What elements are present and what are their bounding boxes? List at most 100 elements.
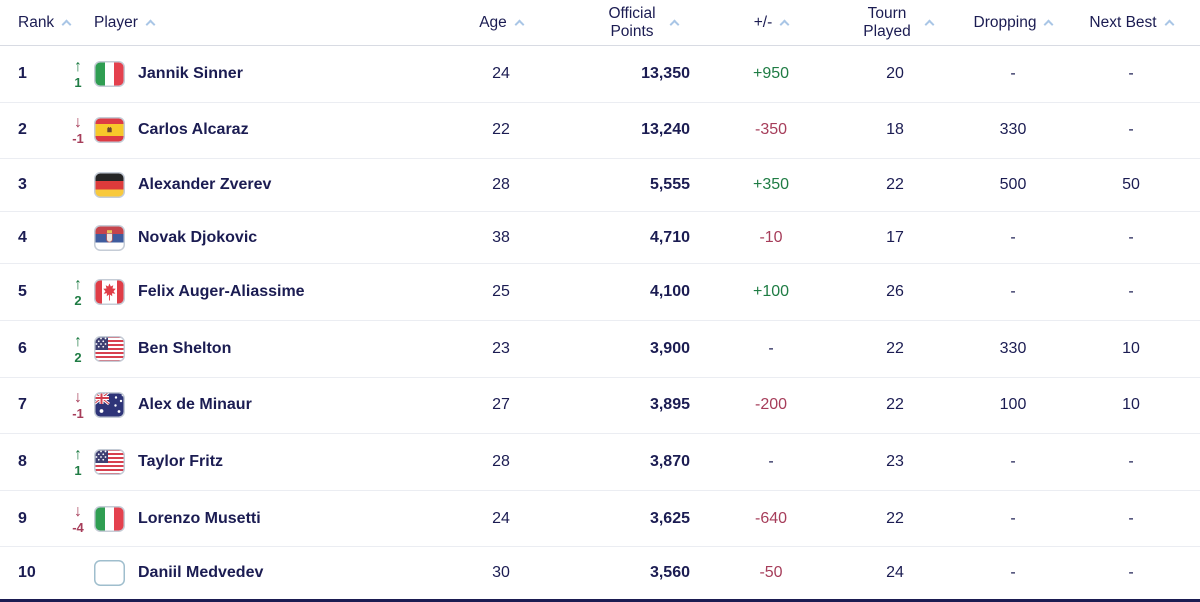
movement-value: -1	[72, 406, 84, 422]
player-name[interactable]: Ben Shelton	[138, 339, 232, 357]
movement-value: -4	[72, 519, 84, 535]
next-best-value: -	[1128, 283, 1134, 301]
table-row[interactable]: 6 ↑ 2 Ben Shelton 23 3,900 - 22 330 10	[0, 321, 1200, 378]
movement-value: 2	[74, 349, 82, 365]
column-header-label: Official Points	[608, 4, 656, 40]
tourn-played-value: 18	[886, 121, 904, 139]
sort-caret-icon	[145, 19, 156, 30]
flag-usa-icon	[94, 335, 138, 362]
plus-minus-value: +100	[752, 283, 790, 301]
player-name[interactable]: Novak Djokovic	[138, 228, 258, 246]
rank-value: 7	[18, 396, 27, 414]
movement-value: 1	[74, 74, 82, 90]
plus-minus-value: -50	[759, 564, 783, 582]
dropping-value: 330	[999, 339, 1027, 357]
age-value: 25	[492, 283, 510, 301]
column-header-label: Dropping	[973, 13, 1037, 31]
column-header-age[interactable]: Age	[462, 14, 540, 32]
points-value: 3,870	[649, 452, 690, 470]
column-header-tourn-played[interactable]: Tourn Played	[836, 5, 954, 41]
column-header-official-points[interactable]: Official Points	[540, 5, 706, 41]
next-best-value: -	[1128, 64, 1134, 82]
column-header-dropping[interactable]: Dropping	[954, 14, 1072, 32]
age-value: 23	[492, 339, 510, 357]
table-row[interactable]: 3 Alexander Zverev 28 5,555 +350 22 500 …	[0, 159, 1200, 212]
dropping-value: 330	[999, 121, 1027, 139]
plus-minus-value: -	[768, 339, 774, 357]
tourn-played-value: 26	[886, 283, 904, 301]
flag-can-icon	[94, 279, 138, 306]
flag-esp-icon	[94, 117, 138, 144]
player-name[interactable]: Felix Auger-Aliassime	[138, 283, 305, 301]
movement-up-arrow-icon: ↑	[74, 332, 82, 350]
column-header-label: Age	[479, 13, 507, 31]
tourn-played-value: 24	[886, 564, 904, 582]
player-name[interactable]: Jannik Sinner	[138, 64, 243, 82]
table-row[interactable]: 8 ↑ 1 Taylor Fritz 28 3,870 - 23 - -	[0, 434, 1200, 491]
column-header-label: +/-	[753, 13, 773, 31]
sort-caret-icon	[779, 19, 790, 30]
dropping-value: -	[1010, 228, 1016, 246]
dropping-value: 100	[999, 396, 1027, 414]
movement-value: 1	[74, 462, 82, 478]
movement-value: 2	[74, 293, 82, 309]
table-header-row: Rank Player Age Official Points +/- Tour…	[0, 0, 1200, 46]
player-name[interactable]: Lorenzo Musetti	[138, 509, 261, 527]
rank-value: 4	[18, 228, 27, 246]
movement-up-arrow-icon: ↑	[74, 445, 82, 463]
player-name[interactable]: Alexander Zverev	[138, 175, 272, 193]
next-best-value: 10	[1122, 396, 1140, 414]
flag-ita-icon	[94, 60, 138, 87]
table-row[interactable]: 1 ↑ 1 Jannik Sinner 24 13,350 +950 20 - -	[0, 46, 1200, 103]
age-value: 22	[492, 121, 510, 139]
table-row[interactable]: 7 ↓ -1 Alex de Minaur 27 3,895 -200 22 10…	[0, 378, 1200, 435]
column-header-player[interactable]: Player	[94, 14, 462, 32]
next-best-value: -	[1128, 509, 1134, 527]
rank-movement: ↑ 1	[62, 445, 94, 478]
column-header-label: Rank	[18, 13, 55, 31]
table-row[interactable]: 10 Daniil Medvedev 30 3,560 -50 24 - -	[0, 547, 1200, 599]
flag-srb-icon	[94, 224, 138, 251]
dropping-value: -	[1010, 509, 1016, 527]
age-value: 24	[492, 509, 510, 527]
table-row[interactable]: 5 ↑ 2 Felix Auger-Aliassime 25 4,100 +100…	[0, 264, 1200, 321]
age-value: 24	[492, 64, 510, 82]
player-name[interactable]: Taylor Fritz	[138, 452, 224, 470]
sort-caret-icon	[514, 19, 525, 30]
player-name[interactable]: Carlos Alcaraz	[138, 121, 249, 139]
column-header-rank[interactable]: Rank	[0, 14, 94, 32]
movement-down-arrow-icon: ↓	[74, 114, 82, 132]
flag-none-icon	[94, 560, 138, 587]
sort-caret-icon	[1044, 19, 1054, 30]
column-header-plus-minus[interactable]: +/-	[706, 14, 836, 32]
rank-value: 8	[18, 452, 27, 470]
player-name[interactable]: Daniil Medvedev	[138, 564, 264, 582]
dropping-value: -	[1010, 64, 1016, 82]
points-value: 3,900	[649, 339, 690, 357]
rank-value: 10	[18, 564, 36, 582]
age-value: 28	[492, 452, 510, 470]
column-header-next-best[interactable]: Next Best	[1072, 14, 1190, 32]
points-value: 3,625	[649, 509, 690, 527]
player-name[interactable]: Alex de Minaur	[138, 396, 252, 414]
rank-movement: ↓ -4	[62, 503, 94, 535]
plus-minus-value: -640	[754, 509, 788, 527]
tourn-played-value: 22	[886, 396, 904, 414]
table-bottom-border	[0, 599, 1200, 602]
tourn-played-value: 22	[886, 339, 904, 357]
dropping-value: 500	[999, 175, 1027, 193]
plus-minus-value: +950	[752, 64, 790, 82]
sort-caret-icon	[924, 19, 935, 30]
flag-usa-icon	[94, 448, 138, 475]
table-row[interactable]: 4 Novak Djokovic 38 4,710 -10 17 - -	[0, 212, 1200, 265]
movement-value: -1	[72, 131, 84, 147]
movement-up-arrow-icon: ↑	[74, 276, 82, 294]
rank-movement: ↓ -1	[62, 114, 94, 147]
points-value: 5,555	[649, 175, 690, 193]
table-row[interactable]: 9 ↓ -4 Lorenzo Musetti 24 3,625 -640 22 -…	[0, 491, 1200, 548]
tourn-played-value: 22	[886, 509, 904, 527]
tourn-played-value: 22	[886, 175, 904, 193]
rank-value: 3	[18, 175, 27, 193]
flag-ita-icon	[94, 505, 138, 532]
table-row[interactable]: 2 ↓ -1 Carlos Alcaraz 22 13,240 -350 18 3…	[0, 103, 1200, 160]
